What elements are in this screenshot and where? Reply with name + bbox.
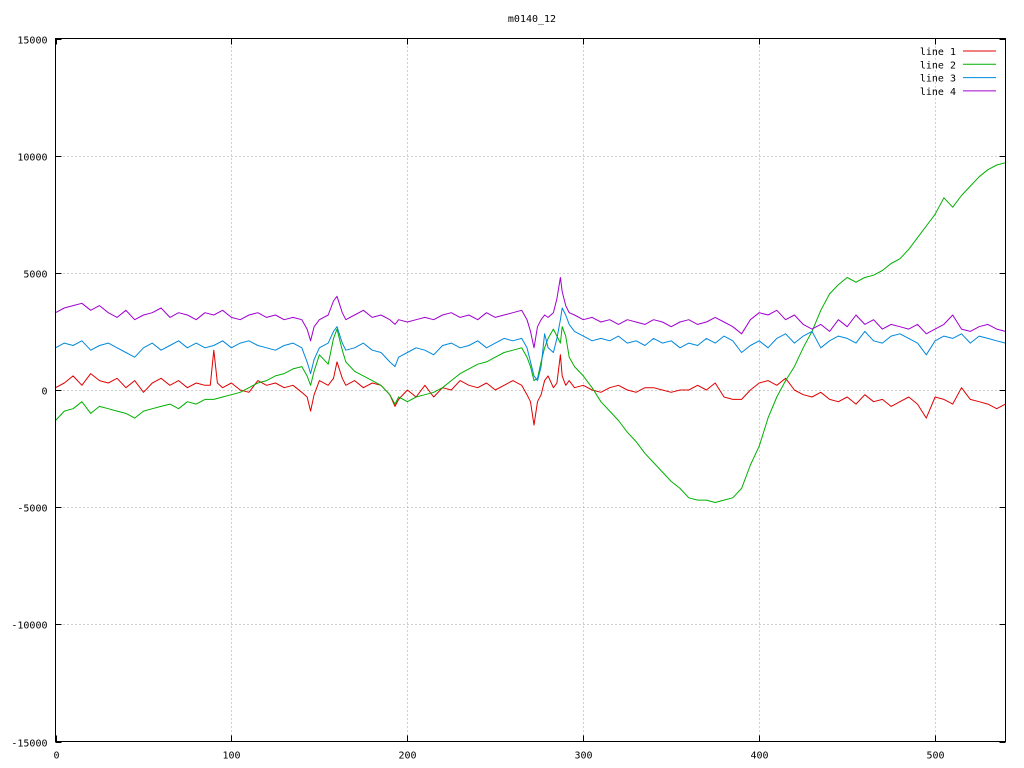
y-tick-label: 15000 (17, 36, 47, 47)
x-tick-label: 100 (222, 751, 240, 762)
y-tick-label: -15000 (11, 739, 47, 750)
legend-label: line 4 (920, 87, 956, 98)
x-axis: 0 100 200 300 400 500 (53, 38, 945, 762)
grid (55, 38, 1006, 742)
y-tick-label: -5000 (17, 504, 47, 515)
legend-label: line 1 (920, 47, 956, 58)
plot-frame (55, 38, 1006, 742)
y-tick-label: -10000 (11, 621, 47, 632)
legend: line 1 line 2 line 3 line 4 (920, 47, 996, 98)
y-tick-label: 5000 (23, 270, 47, 281)
legend-label: line 3 (920, 74, 956, 85)
legend-label: line 2 (920, 60, 956, 71)
series-line-1 (55, 349, 1006, 426)
plot-area (55, 162, 1006, 503)
x-tick-label: 200 (398, 751, 416, 762)
x-tick-label: 500 (926, 751, 944, 762)
x-tick-label: 300 (574, 751, 592, 762)
x-tick-label: 400 (750, 751, 768, 762)
y-tick-label: 0 (41, 387, 47, 398)
chart-title: m0140_12 (508, 14, 556, 25)
series-line-4 (55, 277, 1006, 349)
x-tick-label: 0 (53, 751, 59, 762)
series-line-2 (55, 162, 1006, 503)
y-axis: -15000 -10000 -5000 0 5000 10000 15000 (11, 36, 1006, 750)
series-line-3 (55, 307, 1006, 382)
y-tick-label: 10000 (17, 153, 47, 164)
